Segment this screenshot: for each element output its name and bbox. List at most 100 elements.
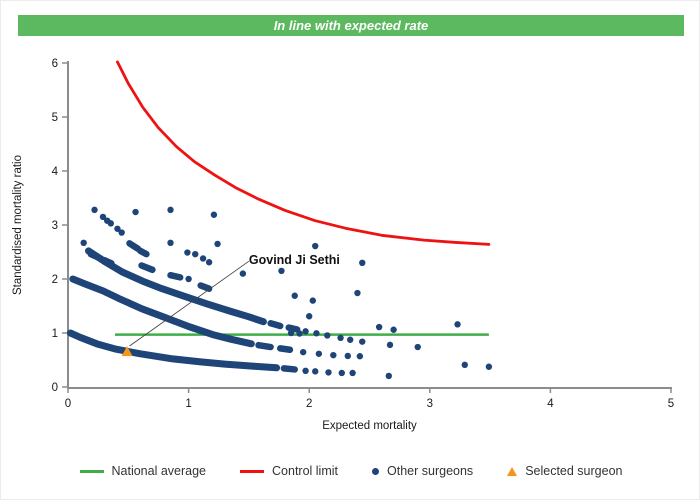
y-tick-label: 6 (52, 58, 58, 70)
other-surgeon-dot (99, 213, 107, 221)
legend-label: Other surgeons (387, 464, 474, 478)
other-surgeon-dot (390, 326, 397, 333)
other-surgeon-dot (347, 336, 354, 343)
legend-item-control-limit: Control limit (240, 464, 338, 478)
y-axis-title: Standardised mortality ratio (12, 155, 24, 295)
other-surgeons-dash (87, 250, 104, 262)
selected-surgeon-label: Govind Ji Sethi (249, 253, 340, 267)
funnel-chart: 0 1 2 3 4 5 0 1 2 3 4 5 6 Expected mortality Standardi… (12, 58, 674, 432)
y-tick-label: 0 (52, 382, 58, 394)
other-surgeon-dot (359, 259, 366, 266)
other-surgeon-dot (132, 208, 139, 216)
other-surgeons-dash (267, 320, 284, 330)
other-surgeon-dot (359, 338, 366, 345)
status-banner: In line with expected rate (18, 15, 684, 36)
other-surgeons-dot-swatch (372, 467, 380, 475)
other-surgeon-dot (302, 367, 309, 374)
other-surgeons-band (85, 247, 267, 326)
other-surgeon-dot (118, 229, 125, 236)
other-surgeon-dot (385, 372, 392, 380)
control-limit-curve (116, 60, 491, 246)
other-surgeon-dot (199, 255, 207, 262)
x-axis-title: Expected mortality (322, 420, 417, 432)
other-surgeon-dot (454, 321, 461, 328)
x-tick-label: 0 (65, 398, 71, 410)
other-surgeon-dot (114, 225, 121, 232)
other-surgeon-dot (184, 249, 191, 256)
legend-item-selected-surgeon: Selected surgeon (507, 464, 622, 478)
other-surgeons-band (69, 275, 255, 348)
other-surgeons-dash (100, 256, 115, 267)
other-surgeon-dot (214, 240, 221, 248)
other-surgeon-dot (315, 350, 323, 357)
other-surgeon-dot (312, 368, 319, 375)
status-banner-text: In line with expected rate (273, 18, 429, 33)
other-surgeon-dot (337, 334, 344, 342)
x-tick-label: 3 (427, 398, 433, 410)
other-surgeon-dot (80, 239, 87, 247)
other-surgeon-dot (210, 211, 218, 218)
other-surgeon-dot (296, 330, 303, 337)
other-surgeon-dot (302, 328, 309, 335)
other-surgeon-dot (313, 330, 320, 337)
other-surgeon-dot (278, 267, 285, 275)
other-surgeon-dot (205, 259, 213, 266)
other-surgeons-dash (167, 271, 184, 281)
other-surgeon-dot (239, 270, 247, 277)
other-surgeons-dash (255, 341, 274, 351)
other-surgeon-dot (167, 206, 174, 214)
other-surgeon-dot (414, 343, 421, 351)
other-surgeon-dot (167, 239, 174, 247)
other-surgeon-dot (107, 220, 115, 227)
other-surgeon-dot (185, 275, 192, 283)
y-tick-label: 5 (52, 112, 58, 124)
annotation-line (129, 260, 250, 347)
other-surgeon-dot (330, 351, 337, 359)
legend-label: Selected surgeon (525, 464, 623, 478)
other-surgeon-dot (375, 323, 383, 331)
other-surgeon-dot (338, 369, 345, 377)
y-tick-label: 4 (52, 166, 59, 178)
other-surgeon-dot (309, 297, 317, 304)
y-tick-label: 1 (52, 328, 58, 340)
legend-item-national-average: National average (79, 464, 207, 478)
chart-legend: National average Control limit Other sur… (1, 457, 699, 485)
legend-item-other-surgeons: Other surgeons (372, 464, 473, 478)
other-surgeon-dot (344, 352, 351, 360)
y-tick-label: 2 (52, 274, 58, 286)
other-surgeon-dot (325, 369, 332, 376)
other-surgeons-dash (285, 324, 301, 333)
other-surgeon-dot (485, 363, 493, 370)
x-tick-label: 1 (185, 398, 191, 410)
other-surgeon-dot (291, 292, 298, 299)
chart-area: 0 1 2 3 4 5 0 1 2 3 4 5 6 Expected mortality Standardi… (1, 41, 699, 451)
other-surgeon-dot (356, 353, 364, 360)
other-surgeon-dot (306, 313, 313, 320)
other-surgeon-dot (386, 341, 394, 349)
selected-surgeon-marker (121, 346, 133, 357)
other-surgeon-dot (299, 348, 307, 356)
control-limit-line-swatch (240, 469, 265, 473)
other-surgeon-dot (324, 332, 331, 339)
other-surgeon-dot (354, 289, 361, 297)
national-average-line-swatch (79, 469, 104, 473)
legend-label: National average (111, 464, 207, 478)
other-surgeons-dash (277, 345, 294, 353)
other-surgeons-dash (280, 365, 298, 373)
other-surgeon-dot (287, 329, 295, 337)
other-surgeon-dot (349, 369, 356, 377)
other-surgeon-dot (192, 250, 199, 258)
other-surgeon-dot (91, 206, 98, 214)
other-surgeons-dash (126, 240, 142, 253)
other-surgeon-dot (312, 242, 319, 250)
other-surgeons-dash (138, 262, 156, 274)
legend-label: Control limit (272, 464, 339, 478)
other-surgeons-dash (137, 247, 150, 258)
other-surgeon-dot (461, 361, 468, 369)
other-surgeons-dash (197, 282, 213, 292)
x-tick-label: 5 (668, 398, 674, 410)
other-surgeons-band (66, 329, 281, 372)
x-tick-label: 4 (547, 398, 554, 410)
y-tick-label: 3 (52, 220, 58, 232)
